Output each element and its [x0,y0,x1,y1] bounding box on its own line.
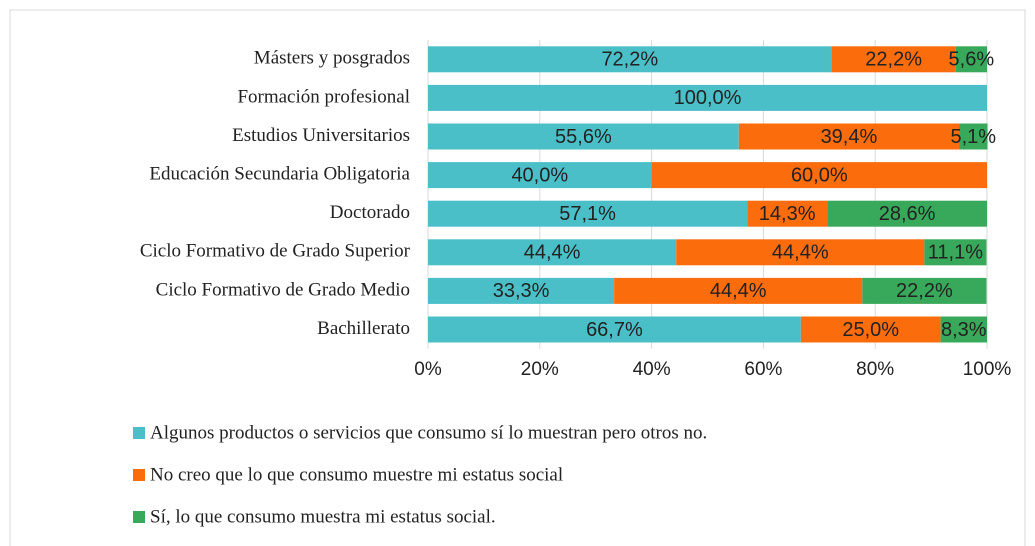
x-tick-label: 80% [856,359,894,380]
data-label: 5,1% [951,126,997,148]
data-label: 22,2% [896,280,953,302]
data-label: 39,4% [821,126,878,148]
data-label: 55,6% [555,126,612,148]
bar-segment [827,200,987,227]
bar-segment [428,277,615,304]
bar-segment [428,162,652,189]
bar-segment [800,316,941,343]
bar-segment [428,200,748,227]
bar-segment [428,84,987,111]
data-label: 11,1% [928,242,983,264]
bar-segment [428,239,677,266]
data-label: 72,2% [601,49,658,71]
bar-segment [651,162,987,189]
bar-segment [924,239,987,266]
legend-label: Sí, lo que consumo muestra mi estatus so… [150,506,496,527]
x-tick-label: 100% [963,359,1012,380]
data-label: 60,0% [791,164,848,186]
bar-segment [955,46,987,73]
data-label: 28,6% [879,203,936,225]
data-label: 25,0% [842,319,899,341]
category-label: Educación Secundaria Obligatoria [149,163,410,184]
bar-segment [738,123,960,150]
x-tick-label: 60% [744,359,782,380]
legend-label: No creo que lo que consumo muestre mi es… [150,464,563,485]
legend-label: Algunos productos o servicios que consum… [150,422,707,443]
bar-segment [747,200,828,227]
data-label: 100,0% [674,87,742,109]
data-label: 44,4% [772,242,829,264]
data-label: 14,3% [759,203,816,225]
category-label: Formación profesional [237,86,410,107]
bar-segment [614,277,863,304]
bar-segment [862,277,987,304]
legend-swatch [133,469,145,481]
x-tick-label: 20% [521,359,559,380]
data-label: 66,7% [586,319,643,341]
data-label: 8,3% [941,319,987,341]
category-label: Ciclo Formativo de Grado Superior [140,241,411,262]
category-label: Ciclo Formativo de Grado Medio [156,279,410,300]
legend-swatch [133,427,145,439]
category-label: Másters y posgrados [254,48,410,69]
chart-border [9,9,1026,546]
bar-segment [676,239,925,266]
data-label: 33,3% [493,280,550,302]
bar-segment [831,46,956,73]
x-tick-label: 40% [633,359,671,380]
data-label: 40,0% [511,164,568,186]
category-label: Bachillerato [317,318,410,339]
data-label: 44,4% [710,280,767,302]
bar-segment [959,123,988,150]
x-tick-label: 0% [414,359,442,380]
bar-segment [940,316,987,343]
legend-swatch [133,511,145,523]
data-label: 5,6% [949,49,995,71]
bar-segment [428,46,832,73]
category-label: Estudios Universitarios [232,125,410,146]
bar-segment [428,123,739,150]
data-label: 57,1% [559,203,616,225]
category-label: Doctorado [330,202,410,223]
data-label: 44,4% [524,242,581,264]
data-label: 22,2% [865,49,922,71]
bar-segment [428,316,801,343]
